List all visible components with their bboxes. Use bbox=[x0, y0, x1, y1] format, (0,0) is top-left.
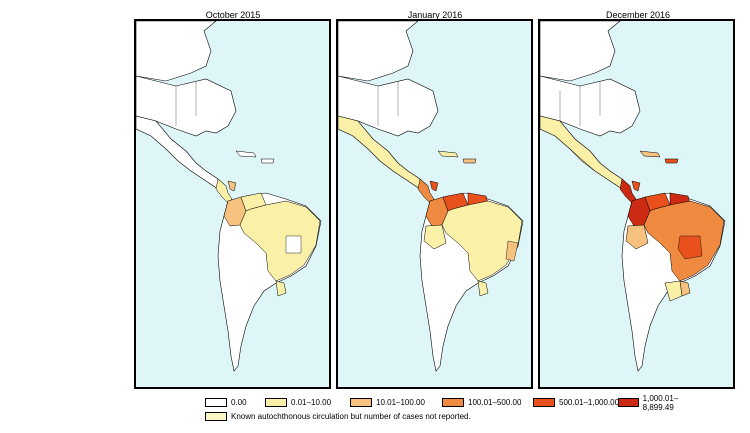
legend-swatch-0 bbox=[205, 398, 227, 407]
map-panel-january-2016 bbox=[336, 19, 533, 389]
legend-item-3: 100.01–500.00 bbox=[442, 397, 521, 408]
legend-label-1: 0.01–10.00 bbox=[291, 398, 332, 407]
legend-item-1: 0.01–10.00 bbox=[265, 397, 331, 408]
legend-item-4: 500.01–1,000.00 bbox=[533, 397, 619, 408]
legend-label-5: 1,000.01–8,899.49 bbox=[642, 393, 679, 412]
legend-item-0: 0.00 bbox=[205, 397, 247, 408]
legend-item-5: 1,000.01–8,899.49 bbox=[618, 394, 705, 412]
legend-label-4: 500.01–1,000.00 bbox=[559, 398, 620, 407]
legend-swatch-4 bbox=[533, 398, 555, 407]
map-october-2015 bbox=[136, 21, 322, 372]
panel-title-october-2015: October 2015 bbox=[205, 10, 261, 20]
legend-item-2: 10.01–100.00 bbox=[350, 397, 425, 408]
legend-swatch-5 bbox=[618, 398, 639, 407]
legend-label-2: 10.01–100.00 bbox=[376, 398, 425, 407]
map-january-2016 bbox=[338, 21, 524, 372]
legend-swatch-3 bbox=[442, 398, 464, 407]
legend-swatch-1 bbox=[265, 398, 287, 407]
panel-title-january-2016: January 2016 bbox=[407, 10, 463, 20]
legend-label-3: 100.01–500.00 bbox=[468, 398, 522, 407]
legend-label-0: 0.00 bbox=[231, 398, 247, 407]
map-panel-october-2015 bbox=[134, 19, 331, 389]
legend-swatch-2 bbox=[350, 398, 372, 407]
map-panel-december-2016 bbox=[538, 19, 735, 389]
map-december-2016 bbox=[540, 21, 726, 372]
panel-title-december-2016: December 2016 bbox=[605, 10, 671, 20]
legend-label-note: Known autochthonous circulation but numb… bbox=[231, 412, 471, 421]
legend-swatch-note bbox=[205, 412, 227, 421]
legend-item-note: Known autochthonous circulation but numb… bbox=[205, 411, 471, 422]
map-legend: 0.00 0.01–10.00 10.01–100.00 100.01–500.… bbox=[205, 394, 705, 427]
